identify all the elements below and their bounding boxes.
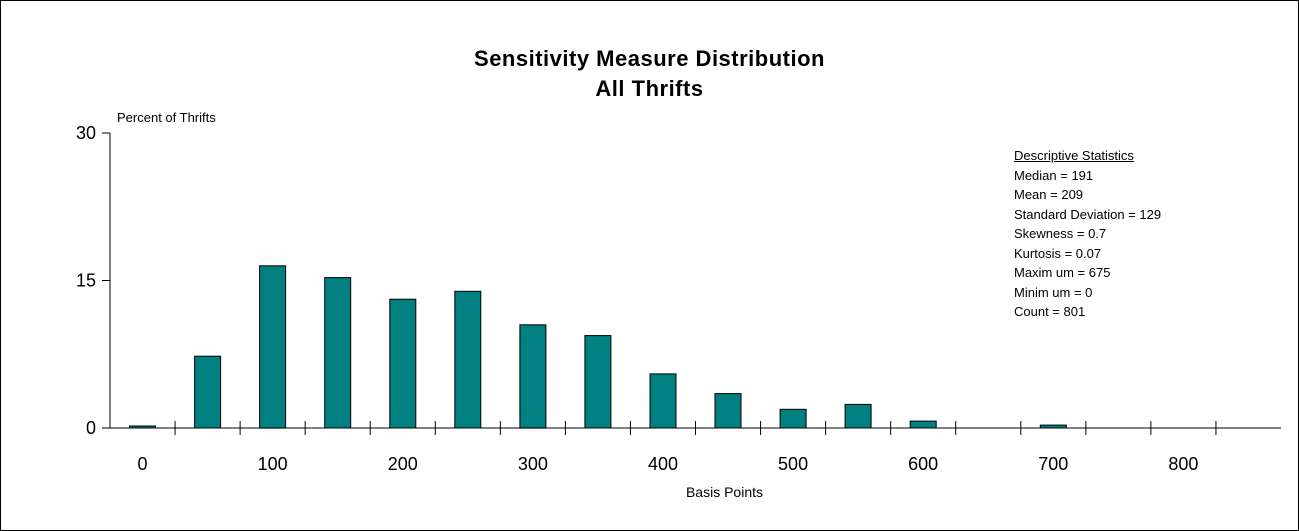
bar	[324, 277, 352, 429]
bar	[519, 324, 547, 429]
x-tick-label: 400	[648, 454, 678, 474]
bar	[259, 265, 287, 429]
chart-title: Sensitivity Measure Distribution	[474, 46, 825, 71]
stat-kurtosis: Kurtosis = 0.07	[1014, 245, 1102, 261]
bar	[584, 335, 612, 429]
x-tick-label: 0	[138, 454, 148, 474]
chart-subtitle: All Thrifts	[595, 76, 704, 101]
x-tick-label: 200	[388, 454, 418, 474]
x-tick-label: 800	[1168, 454, 1198, 474]
bar	[454, 290, 482, 429]
bar	[194, 355, 222, 429]
stats-header: Descriptive Statistics	[1014, 148, 1134, 163]
y-tick-label: 30	[76, 123, 96, 143]
y-tick-label: 0	[86, 418, 96, 438]
x-tick-label: 100	[258, 454, 288, 474]
x-tick-label: 300	[518, 454, 548, 474]
bar	[779, 408, 807, 429]
x-tick-label: 700	[1038, 454, 1068, 474]
y-tick-label: 15	[76, 271, 96, 291]
bar	[389, 298, 417, 429]
stat-skewness: Skewness = 0.7	[1014, 226, 1107, 241]
x-tick-label: 600	[908, 454, 938, 474]
stat-median: Median = 191	[1014, 167, 1094, 183]
x-tick-label: 500	[778, 454, 808, 474]
bar	[909, 420, 937, 429]
bar	[844, 403, 872, 429]
descriptive-statistics: Descriptive Statistics Median = 191 Mean…	[1014, 146, 1161, 322]
stat-maximum: Maxim um = 675	[1014, 265, 1111, 280]
stat-count: Count = 801	[1014, 304, 1086, 319]
bar	[714, 393, 742, 429]
stat-minimum: Minim um = 0	[1014, 284, 1093, 300]
bar	[649, 373, 677, 429]
stat-std-dev: Standard Deviation = 129	[1014, 206, 1162, 222]
y-axis-label: Percent of Thrifts	[117, 110, 216, 125]
x-axis-label: Basis Points	[685, 484, 764, 500]
stat-mean: Mean = 209	[1014, 187, 1084, 202]
